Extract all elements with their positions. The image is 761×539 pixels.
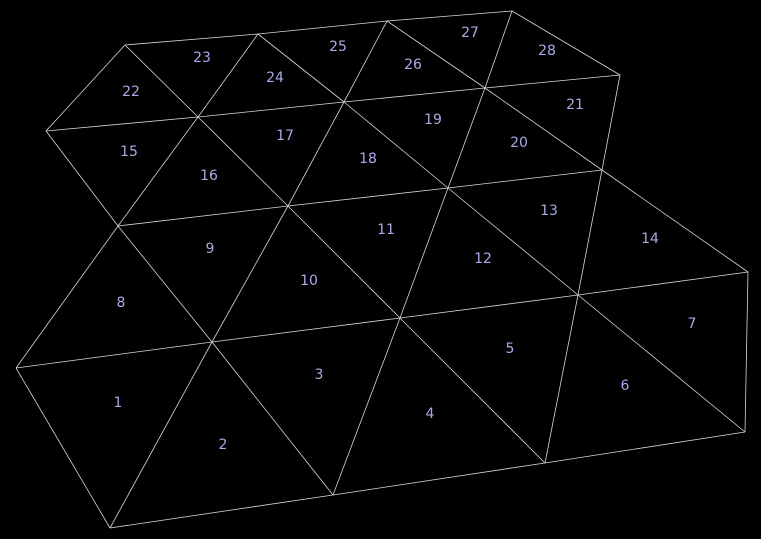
mesh-edge	[343, 20, 388, 103]
triangle-label-25: 25	[329, 39, 347, 55]
mesh-edge	[15, 341, 213, 369]
triangle-label-19: 19	[424, 112, 442, 128]
mesh-edge	[511, 10, 621, 76]
mesh-edge	[197, 33, 259, 118]
mesh-edge	[109, 494, 334, 529]
triangle-label-3: 3	[315, 367, 324, 383]
mesh-edge	[484, 87, 603, 171]
triangle-label-5: 5	[506, 341, 515, 357]
triangle-label-15: 15	[120, 144, 138, 160]
mesh-edge	[124, 33, 259, 46]
mesh-edge	[744, 271, 749, 433]
triangle-label-22: 22	[122, 84, 140, 100]
mesh-edge	[399, 317, 546, 464]
mesh-edge	[211, 317, 401, 343]
mesh-edge	[447, 87, 486, 189]
mesh-edge	[287, 205, 401, 319]
mesh-edge	[117, 225, 213, 343]
mesh-edge	[287, 187, 449, 207]
triangle-label-13: 13	[540, 203, 558, 219]
triangle-label-8: 8	[117, 295, 126, 311]
triangle-label-1: 1	[114, 395, 123, 411]
mesh-edge	[257, 20, 388, 35]
triangle-label-11: 11	[377, 222, 395, 238]
mesh-edge	[15, 225, 119, 369]
mesh-edge	[211, 341, 334, 496]
triangle-labels: 1234567891011121314151617181920212223242…	[114, 25, 697, 453]
mesh-edge	[484, 74, 621, 89]
triangle-label-23: 23	[193, 50, 211, 66]
mesh-edge	[577, 271, 749, 296]
mesh-edge	[109, 341, 213, 529]
mesh-edge	[124, 44, 199, 118]
triangle-label-16: 16	[200, 168, 218, 184]
mesh-edge	[484, 10, 513, 89]
mesh-edge	[399, 187, 449, 319]
mesh-edge	[332, 462, 546, 496]
mesh-edge	[386, 20, 486, 89]
triangle-label-20: 20	[510, 135, 528, 151]
mesh-edge	[257, 33, 345, 103]
mesh-edge	[601, 169, 749, 273]
mesh-edge	[343, 101, 449, 189]
mesh-edge	[45, 44, 126, 132]
triangle-label-6: 6	[621, 378, 630, 394]
triangle-label-9: 9	[206, 241, 215, 257]
mesh-edges	[15, 10, 749, 529]
triangle-label-28: 28	[538, 43, 556, 59]
mesh-edge	[544, 431, 746, 464]
triangle-label-18: 18	[359, 151, 377, 167]
mesh-edge	[117, 205, 289, 227]
triangle-label-14: 14	[641, 231, 659, 247]
triangle-label-10: 10	[300, 273, 318, 289]
mesh-edge	[447, 169, 603, 189]
mesh-edge	[601, 74, 621, 171]
mesh-edge	[577, 169, 603, 296]
mesh-edge	[544, 294, 579, 464]
triangle-label-26: 26	[404, 57, 422, 73]
mesh-edge	[399, 294, 579, 319]
mesh-edge	[447, 187, 579, 296]
mesh-edge	[197, 101, 345, 118]
triangle-label-17: 17	[276, 128, 294, 144]
triangle-label-27: 27	[461, 25, 479, 41]
triangle-label-4: 4	[426, 406, 435, 422]
mesh-edge	[197, 116, 289, 207]
triangle-label-21: 21	[566, 97, 584, 113]
mesh-edge	[117, 116, 199, 227]
mesh-edge	[343, 87, 486, 103]
mesh-edge	[577, 294, 746, 433]
mesh-edge	[386, 10, 513, 22]
triangle-label-2: 2	[219, 437, 228, 453]
mesh-edge	[15, 367, 111, 529]
mesh-edge	[332, 317, 401, 496]
triangle-label-24: 24	[266, 70, 284, 86]
mesh-edge	[211, 205, 289, 343]
mesh-edge	[45, 130, 119, 227]
triangle-label-12: 12	[474, 251, 492, 267]
mesh-edge	[287, 101, 345, 207]
mesh-edge	[45, 116, 199, 132]
triangle-label-7: 7	[688, 316, 697, 332]
